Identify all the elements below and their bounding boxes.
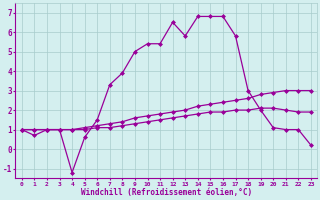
X-axis label: Windchill (Refroidissement éolien,°C): Windchill (Refroidissement éolien,°C): [81, 188, 252, 197]
